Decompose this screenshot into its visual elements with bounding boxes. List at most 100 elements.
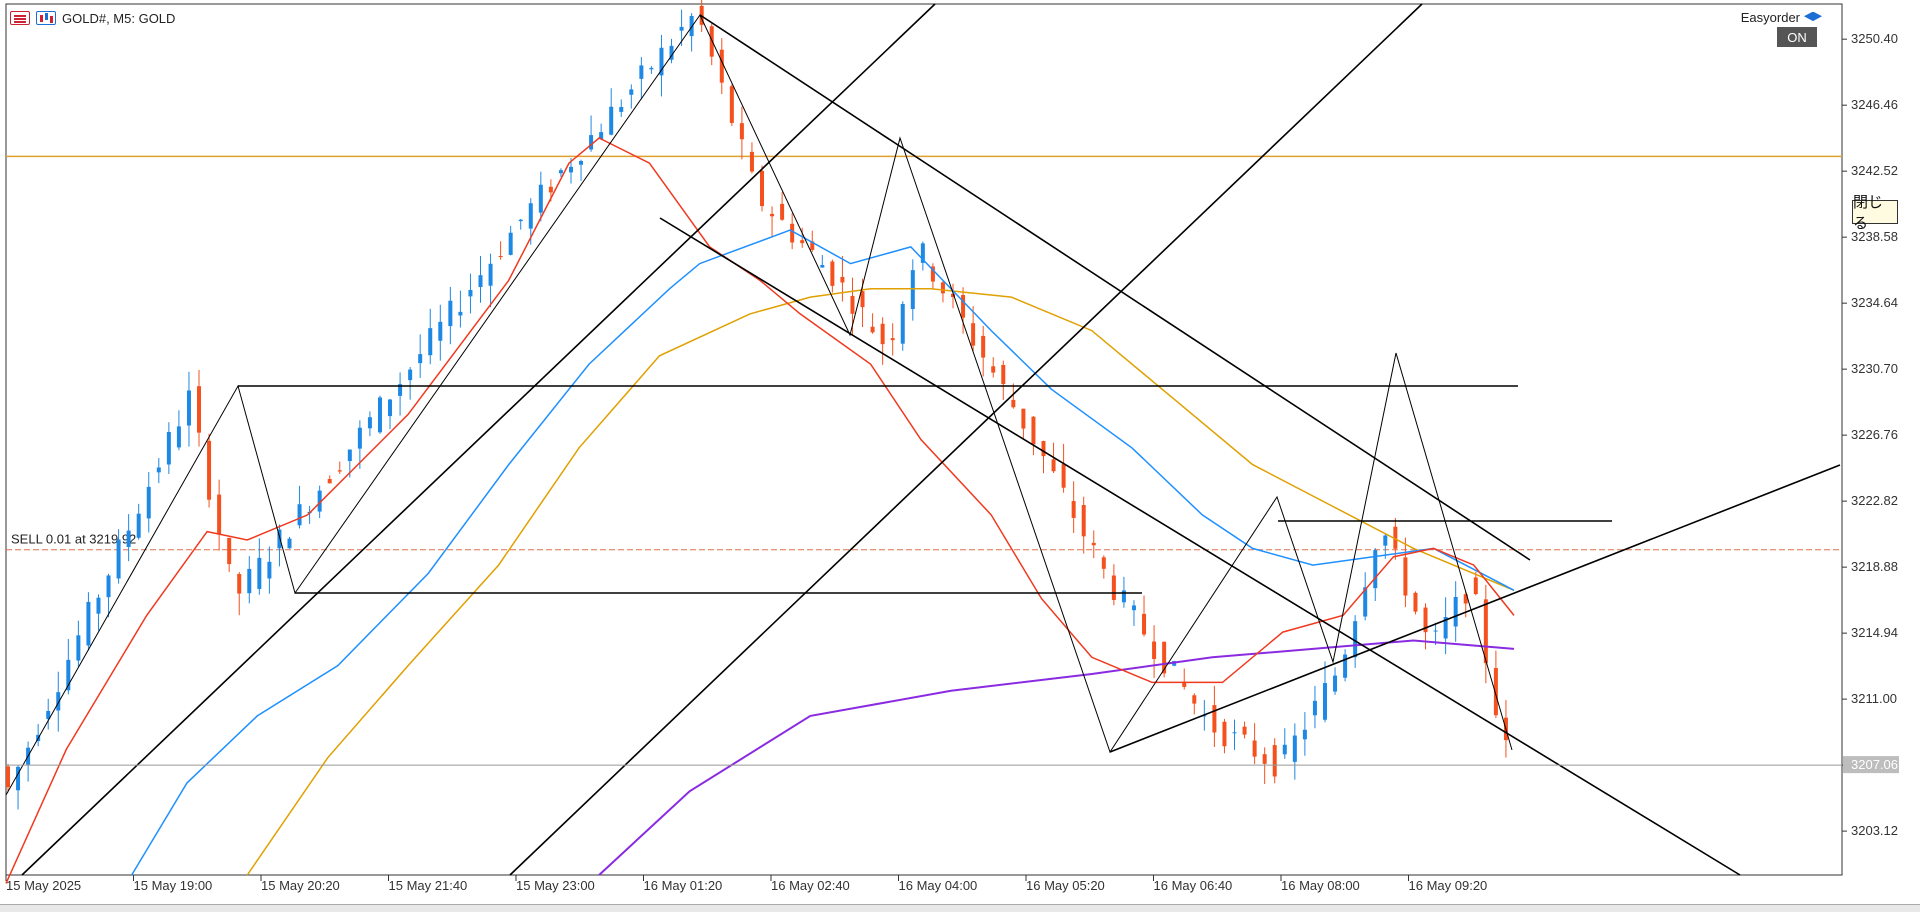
candle-body: [428, 328, 433, 356]
candle: [890, 323, 895, 356]
candle: [1212, 685, 1217, 748]
candle-body: [106, 575, 111, 598]
candle: [297, 485, 302, 529]
expert-on-button[interactable]: ON: [1777, 27, 1817, 47]
candle-body: [96, 597, 101, 614]
trend-line: [21, 3, 936, 876]
candle-body: [1192, 695, 1197, 704]
candle-body: [1262, 754, 1267, 764]
candle: [1011, 383, 1016, 409]
candle: [910, 259, 915, 321]
candle-body: [1071, 501, 1076, 518]
candle: [1333, 667, 1338, 695]
candle-body: [488, 263, 493, 286]
candle-body: [377, 397, 382, 433]
candle-body: [156, 467, 161, 473]
candle: [367, 411, 372, 437]
candle-body: [619, 106, 624, 112]
candle: [176, 410, 181, 451]
candle-body: [1493, 668, 1498, 716]
candle-body: [1463, 594, 1468, 604]
candle: [146, 472, 151, 533]
chart-header: GOLD#, M5: GOLD: [10, 8, 175, 28]
candlestick-icon[interactable]: [36, 11, 56, 25]
candle-body: [1443, 617, 1448, 639]
candle-body: [287, 538, 292, 549]
candle-body: [1061, 464, 1066, 488]
candle-body: [739, 123, 744, 140]
candle-body: [1373, 550, 1378, 589]
candle: [920, 241, 925, 271]
candle: [408, 366, 413, 400]
candle: [86, 592, 91, 651]
candle: [1071, 481, 1076, 533]
candle-body: [1162, 641, 1167, 674]
candle-body: [599, 132, 604, 140]
candle: [46, 698, 51, 730]
candle-body: [1393, 526, 1398, 549]
candle-body: [518, 219, 523, 222]
candle-body: [1011, 399, 1016, 408]
candle: [1041, 440, 1046, 474]
close-button[interactable]: 閉じる: [1852, 194, 1898, 232]
candle: [1192, 693, 1197, 715]
candle: [1101, 555, 1106, 579]
candle-body: [146, 486, 151, 519]
candle: [589, 115, 594, 152]
x-tick-label: 15 May 2025: [6, 878, 81, 893]
y-tick-label: 3226.76: [1851, 427, 1898, 442]
candle: [1463, 592, 1468, 618]
candle: [6, 763, 10, 793]
y-tick-label: 3246.46: [1851, 97, 1898, 112]
candle-body: [418, 354, 423, 364]
x-tick-label: 15 May 21:40: [389, 878, 468, 893]
x-tick-label: 16 May 04:00: [899, 878, 978, 893]
candle-body: [367, 417, 372, 429]
candle-body: [46, 711, 51, 719]
candle: [1232, 719, 1237, 750]
candle-body: [317, 490, 322, 512]
candle: [639, 57, 644, 100]
candle: [398, 372, 403, 416]
candle-body: [1212, 705, 1217, 733]
candle: [1021, 408, 1026, 439]
candle-body: [186, 390, 191, 426]
candle: [287, 536, 292, 549]
candle-body: [880, 323, 885, 345]
candle: [870, 313, 875, 334]
candle: [1081, 496, 1086, 554]
candle-body: [1453, 596, 1458, 627]
candle: [629, 84, 634, 109]
candle: [830, 259, 835, 293]
trendline-drawings: [5, 3, 1841, 876]
candle-body: [448, 300, 453, 327]
candle: [267, 546, 272, 594]
candle-body: [267, 561, 272, 579]
candle-body: [6, 766, 10, 788]
candle-body: [860, 291, 865, 308]
y-tick-label: 3230.70: [1851, 361, 1898, 376]
moving-average-red: [5, 137, 1515, 884]
candle-body: [920, 243, 925, 263]
candle-body: [1272, 745, 1277, 777]
candle: [1111, 564, 1116, 606]
candle: [197, 369, 202, 447]
candle: [1363, 572, 1368, 621]
candle-body: [166, 432, 171, 465]
candle-body: [800, 240, 805, 244]
candle-body: [991, 366, 996, 373]
candle-body: [56, 692, 61, 711]
candle: [1292, 723, 1297, 780]
menu-icon[interactable]: [10, 11, 30, 25]
tab-bar[interactable]: [0, 904, 1920, 912]
candle: [76, 620, 81, 667]
candle: [1483, 584, 1488, 684]
x-tick-label: 16 May 08:00: [1281, 878, 1360, 893]
candle-body: [669, 45, 674, 60]
candle-body: [478, 275, 483, 288]
candle-body: [609, 106, 614, 135]
candle: [508, 225, 513, 256]
candle-body: [689, 15, 694, 37]
candle: [16, 765, 21, 810]
